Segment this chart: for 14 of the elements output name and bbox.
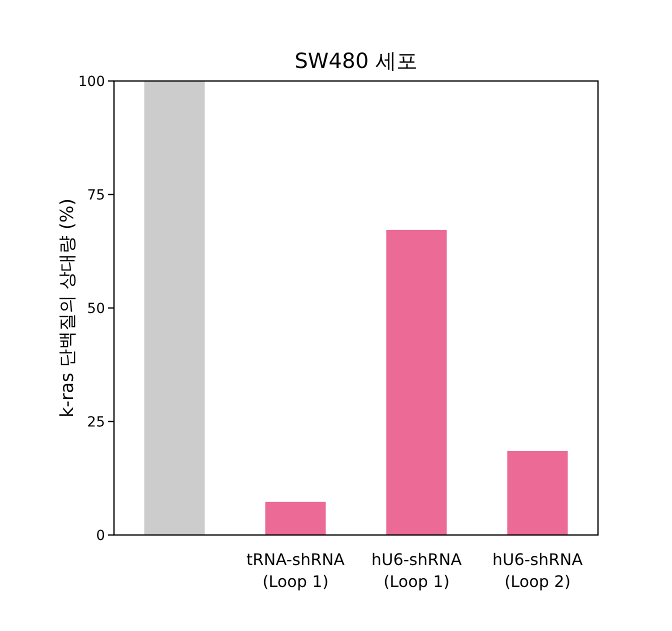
bar (144, 81, 205, 535)
x-tick-label: tRNA-shRNA (Loop 1) (246, 550, 345, 591)
y-tick-label: 50 (87, 301, 105, 317)
x-tick-label: hU6-shRNA (Loop 2) (492, 550, 583, 591)
bar (265, 502, 326, 535)
bar (507, 451, 568, 535)
chart-title: SW480 세포 (294, 49, 418, 73)
y-tick-label: 0 (96, 528, 105, 544)
y-axis-title: k-ras 단백질의 상대량 (%) (57, 198, 78, 418)
y-tick-label: 100 (78, 74, 105, 90)
x-tick-label: hU6-shRNA (Loop 1) (371, 550, 462, 591)
y-tick-label: 25 (87, 414, 105, 430)
y-tick-label: 75 (87, 188, 105, 204)
bar (386, 230, 447, 535)
